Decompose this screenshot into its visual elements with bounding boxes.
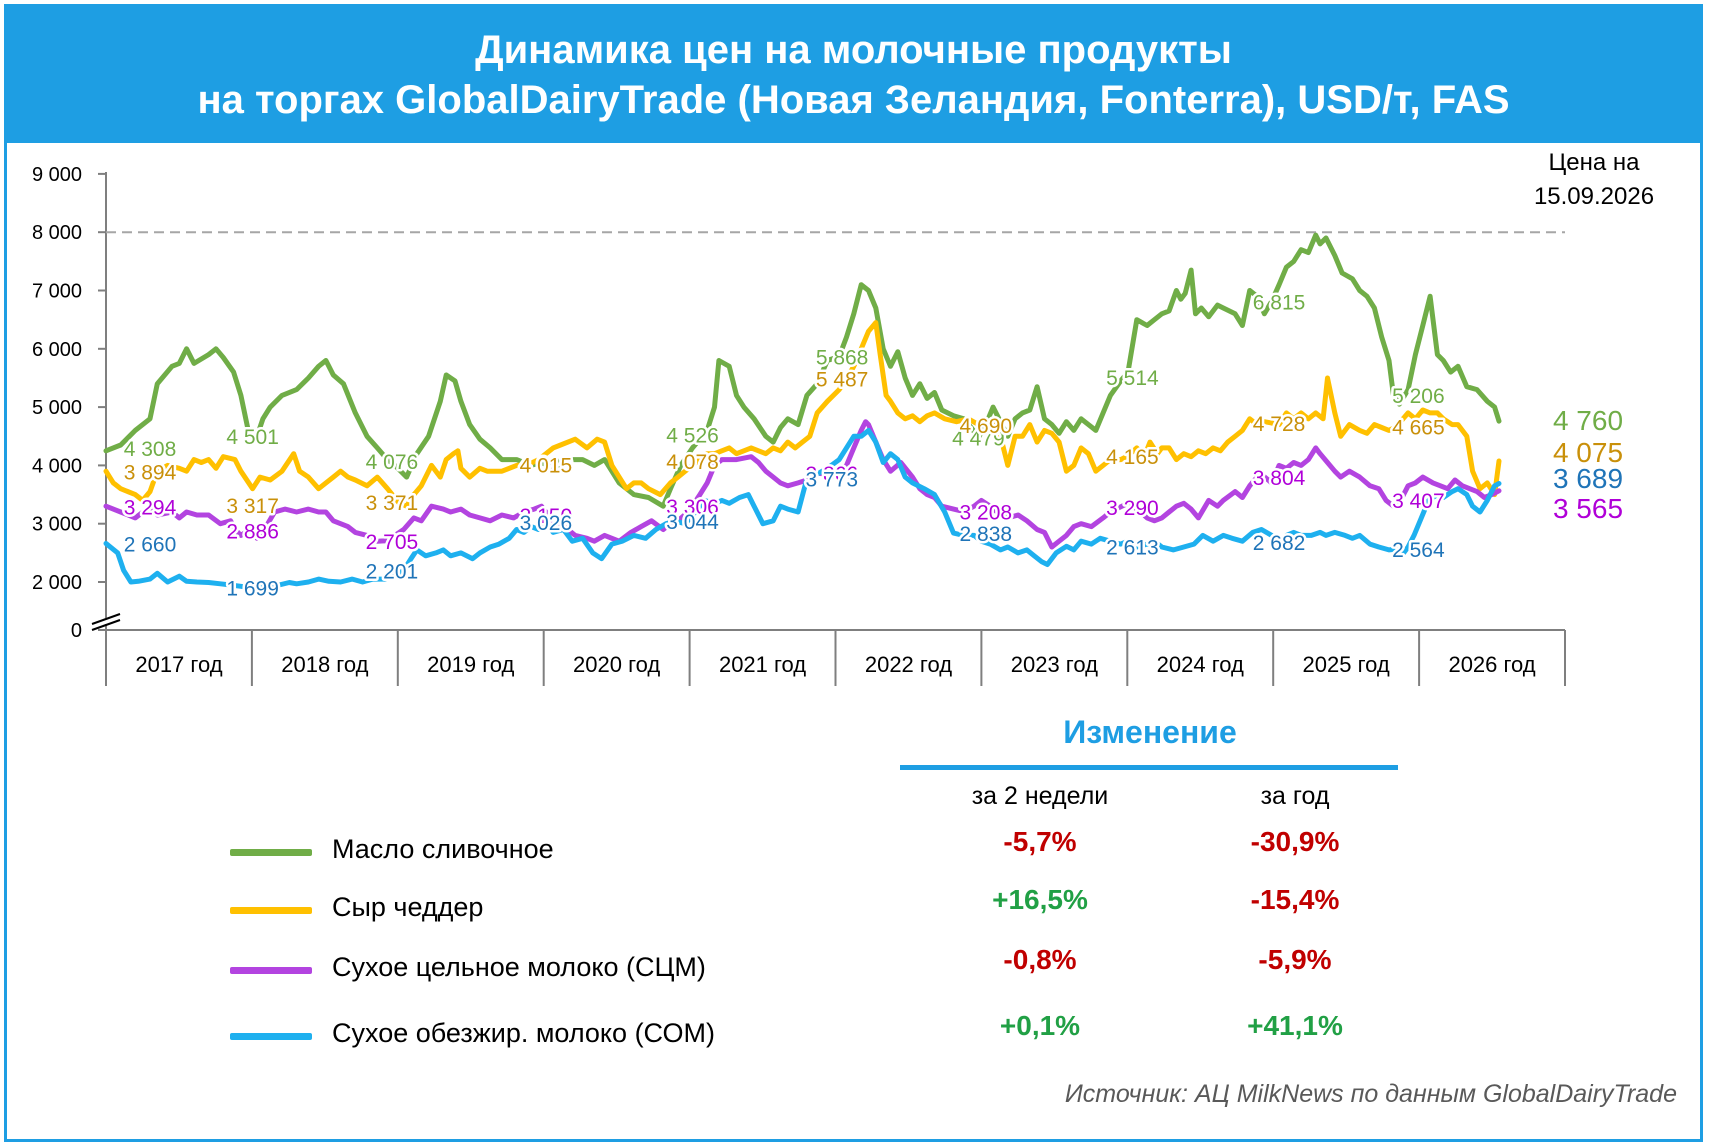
x-category-label: 2023 год xyxy=(1011,652,1098,677)
point-label: 4 665 xyxy=(1392,417,1445,440)
point-label: 5 487 xyxy=(816,369,869,392)
change-year-value: -30,9% xyxy=(1250,826,1340,857)
point-label: 2 705 xyxy=(366,531,419,554)
chart-frame: Динамика цен на молочные продукты на тор… xyxy=(4,4,1703,1142)
point-label: 3 208 xyxy=(960,502,1013,525)
point-label: 4 479 xyxy=(952,427,1005,450)
point-label: 4 076 xyxy=(366,451,419,474)
point-label: 2 613 xyxy=(1106,536,1159,559)
change-year-value: -15,4% xyxy=(1250,884,1340,915)
x-category-label: 2024 год xyxy=(1157,652,1244,677)
point-label: 4 029 xyxy=(520,454,573,477)
point-label: 5 514 xyxy=(1106,367,1159,390)
point-label: 3 290 xyxy=(1106,497,1159,520)
chart-title-line-1: Динамика цен на молочные продукты xyxy=(475,28,1232,72)
x-category-label: 2026 год xyxy=(1448,652,1535,677)
x-category-label: 2019 год xyxy=(427,652,514,677)
source-note: Источник: АЦ MilkNews по данным GlobalDa… xyxy=(1064,1080,1677,1108)
legend-label: Масло сливочное xyxy=(332,834,554,864)
point-label: 4 690 xyxy=(960,415,1013,438)
change-two-weeks-value: +16,5% xyxy=(992,884,1088,915)
series-line-1 xyxy=(103,320,1502,509)
x-category-label: 2025 год xyxy=(1303,652,1390,677)
point-label: 2 201 xyxy=(366,560,419,583)
x-category-label: 2017 год xyxy=(135,652,222,677)
series-line-3 xyxy=(103,427,1502,590)
y-tick-label: 4 000 xyxy=(32,455,82,477)
point-label: 3 371 xyxy=(366,492,419,515)
y-tick-label: 0 xyxy=(71,620,82,642)
y-tick-label: 7 000 xyxy=(32,281,82,303)
x-category-label: 2020 год xyxy=(573,652,660,677)
point-label: 3 317 xyxy=(226,495,279,518)
change-two-weeks-value: -0,8% xyxy=(1003,944,1077,975)
point-label: 2 886 xyxy=(226,520,279,543)
y-tick-label: 8 000 xyxy=(32,222,82,244)
point-label: 3 026 xyxy=(520,512,573,535)
x-category-label: 2022 год xyxy=(865,652,952,677)
price-line-chart: 0 2 000 3 000 4 000 5 000 6 000 7 000 8 000 9 00… xyxy=(32,149,1654,686)
change-header: Изменение xyxy=(1063,714,1237,750)
price-date-label-1: Цена на xyxy=(1549,149,1641,176)
x-category-label: 2021 год xyxy=(719,652,806,677)
point-label: 3 306 xyxy=(666,496,719,519)
point-label: 3 894 xyxy=(124,462,177,485)
change-year-value: -5,9% xyxy=(1258,944,1332,975)
point-label: 4 501 xyxy=(226,426,279,449)
point-label: 4 728 xyxy=(1253,413,1306,436)
end-value-label: 4 075 xyxy=(1553,437,1623,468)
series-line-2 xyxy=(103,419,1502,550)
point-label: 2 564 xyxy=(1392,539,1445,562)
y-tick-label: 5 000 xyxy=(32,397,82,419)
legend-swatch xyxy=(230,849,312,856)
legend-swatch xyxy=(230,1033,312,1040)
end-value-label: 3 689 xyxy=(1553,463,1623,494)
title-bar: Динамика цен на молочные продукты на тор… xyxy=(7,7,1700,143)
point-label: 2 682 xyxy=(1253,532,1306,555)
end-value-label: 3 565 xyxy=(1553,493,1623,524)
point-label: 3 804 xyxy=(1253,467,1306,490)
column-header-two-weeks: за 2 недели xyxy=(971,782,1109,810)
point-label: 3 294 xyxy=(124,497,177,520)
point-label: 4 308 xyxy=(124,438,177,461)
axis-break-mark xyxy=(91,613,121,625)
change-two-weeks-value: -5,7% xyxy=(1003,826,1077,857)
price-date-label-2: 15.09.2026 xyxy=(1534,183,1654,210)
point-label: 3 866 xyxy=(806,463,859,486)
y-tick-label: 6 000 xyxy=(32,339,82,361)
change-two-weeks-value: +0,1% xyxy=(999,1010,1081,1041)
point-label: 3 773 xyxy=(806,469,859,492)
end-value-label: 4 760 xyxy=(1553,405,1623,436)
y-tick-label: 9 000 xyxy=(32,164,82,186)
legend-label: Сухое обезжир. молоко (СОМ) xyxy=(332,1018,715,1048)
point-label: 4 526 xyxy=(666,425,719,448)
chart-title-line-2: на торгах GlobalDairyTrade (Новая Зеланд… xyxy=(197,78,1510,122)
column-header-year: за год xyxy=(1260,782,1330,810)
y-tick-label: 2 000 xyxy=(32,572,82,594)
legend-swatch xyxy=(230,967,312,974)
change-header-underline xyxy=(900,765,1398,770)
point-label: 3 150 xyxy=(520,505,573,528)
change-year-value: +41,1% xyxy=(1247,1010,1343,1041)
series-line-0 xyxy=(103,232,1502,509)
point-label: 5 206 xyxy=(1392,385,1445,408)
legend-label: Сыр чеддер xyxy=(332,892,484,922)
point-label: 2 660 xyxy=(124,534,177,557)
legend-label: Сухое цельное молоко (СЦМ) xyxy=(332,952,706,982)
point-label: 5 868 xyxy=(816,346,869,369)
point-label: 3 407 xyxy=(1392,490,1445,513)
legend-swatch xyxy=(230,907,312,914)
point-label: 6 815 xyxy=(1253,291,1306,314)
x-category-label: 2018 год xyxy=(281,652,368,677)
point-label: 4 165 xyxy=(1106,446,1159,469)
axis-break-mark xyxy=(91,619,121,631)
point-label: 4 078 xyxy=(666,451,719,474)
point-label: 4 015 xyxy=(520,455,573,478)
y-tick-label: 3 000 xyxy=(32,514,82,536)
point-label: 2 838 xyxy=(960,523,1013,546)
point-label: 3 044 xyxy=(666,511,719,534)
point-label: 1 699 xyxy=(226,578,279,601)
